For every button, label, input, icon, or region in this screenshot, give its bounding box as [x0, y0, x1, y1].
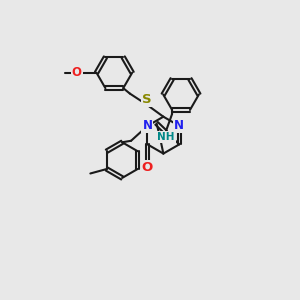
Text: O: O — [72, 66, 82, 79]
Text: NH: NH — [157, 132, 175, 142]
Text: S: S — [142, 93, 152, 106]
Text: N: N — [174, 119, 184, 132]
Text: N: N — [142, 119, 152, 132]
Text: O: O — [142, 161, 153, 174]
